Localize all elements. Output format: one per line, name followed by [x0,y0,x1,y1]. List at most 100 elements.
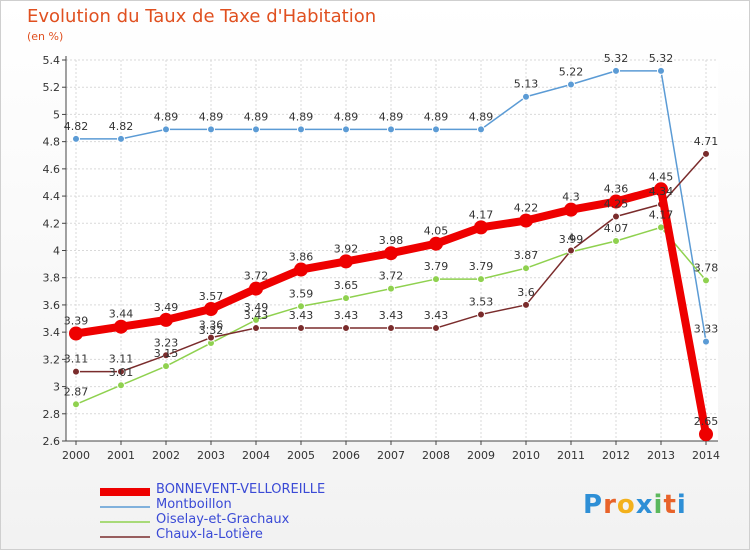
y-tick-label: 3.2 [43,353,61,366]
data-point [429,236,443,251]
data-point [612,66,620,75]
x-tick-label: 2013 [647,449,675,462]
data-point [522,300,530,309]
x-tick-label: 2001 [107,449,135,462]
data-label: 3.65 [334,279,359,292]
data-label: 3.79 [424,260,449,273]
data-label: 3.43 [424,309,449,322]
data-label: 4.89 [154,110,179,123]
data-label: 3.43 [289,309,314,322]
data-point [432,275,440,284]
y-tick-label: 5.2 [43,81,61,94]
data-label: 4.05 [424,225,449,238]
data-label: 3.6 [517,286,535,299]
data-label: 5.13 [514,78,539,91]
data-label: 4.71 [694,135,719,148]
data-point [249,281,263,296]
data-label: 4.82 [109,120,134,133]
y-tick-label: 3 [53,381,60,394]
data-point [117,381,125,390]
data-label: 4.34 [649,185,674,198]
data-label: 4 [568,232,575,245]
data-point [252,315,260,324]
data-label: 3.98 [379,234,404,247]
data-point [297,302,305,311]
y-tick-label: 3.8 [43,272,61,285]
data-point [567,80,575,89]
data-label: 4.89 [289,110,314,123]
logo-letter: t [663,490,677,520]
data-point [477,275,485,284]
data-point [162,125,170,134]
data-label: 3.59 [289,287,314,300]
data-label: 4.45 [649,170,674,183]
y-tick-label: 4.4 [43,190,61,203]
y-tick-label: 5.4 [43,54,61,67]
chart-unit: (en %) [27,30,64,43]
data-point [72,367,80,376]
data-point [387,284,395,293]
logo-letter: P [583,490,604,520]
x-tick-label: 2011 [557,449,585,462]
data-point [117,134,125,143]
data-label: 4.17 [649,208,674,221]
data-point [252,125,260,134]
data-label: 3.53 [469,295,494,308]
data-point [519,213,533,228]
legend-swatch [100,488,150,496]
data-label: 4.89 [244,110,269,123]
data-point [117,367,125,376]
data-point [297,324,305,333]
data-point [702,337,710,346]
data-point [699,427,713,442]
y-tick-label: 5 [53,108,60,121]
legend-label: Montboillon [156,497,232,512]
y-tick-label: 3.6 [43,299,61,312]
data-label: 4.36 [604,183,629,196]
data-label: 3.78 [694,261,719,274]
x-tick-label: 2009 [467,449,495,462]
legend-label: Oiselay-et-Grachaux [156,512,290,527]
data-point [477,125,485,134]
data-point [702,149,710,158]
legend-swatch [100,506,150,508]
x-tick-label: 2010 [512,449,540,462]
data-point [339,254,353,269]
y-tick-label: 2.6 [43,435,61,448]
data-point [567,246,575,255]
logo-letter: o [616,490,636,520]
data-label: 4.89 [379,110,404,123]
data-point [294,262,308,277]
data-label: 4.3 [562,191,580,204]
data-label: 3.39 [64,315,89,328]
data-label: 3.79 [469,260,494,273]
data-label: 3.57 [199,290,224,303]
data-label: 3.43 [244,309,269,322]
data-label: 3.32 [199,324,224,337]
data-label: 3.15 [154,347,179,360]
y-tick-label: 4.8 [43,136,61,149]
data-label: 3.01 [109,366,134,379]
data-label: 3.23 [154,336,179,349]
data-label: 4.25 [604,197,629,210]
logo-letter: x [635,490,654,520]
data-point [657,223,665,232]
data-label: 3.86 [289,251,314,264]
data-point [612,212,620,221]
data-label: 3.72 [244,270,269,283]
data-point [612,236,620,245]
data-label: 5.32 [649,52,674,65]
data-point [69,326,83,341]
data-label: 3.44 [109,308,134,321]
data-label: 3.92 [334,242,359,255]
legend-item-oiselay: Oiselay-et-Grachaux [100,512,500,530]
legend-swatch [100,536,150,538]
data-point [342,294,350,303]
data-point [297,125,305,134]
data-point [384,246,398,261]
data-point [72,134,80,143]
data-label: 4.89 [469,110,494,123]
data-label: 3.72 [379,270,404,283]
data-point [72,400,80,409]
